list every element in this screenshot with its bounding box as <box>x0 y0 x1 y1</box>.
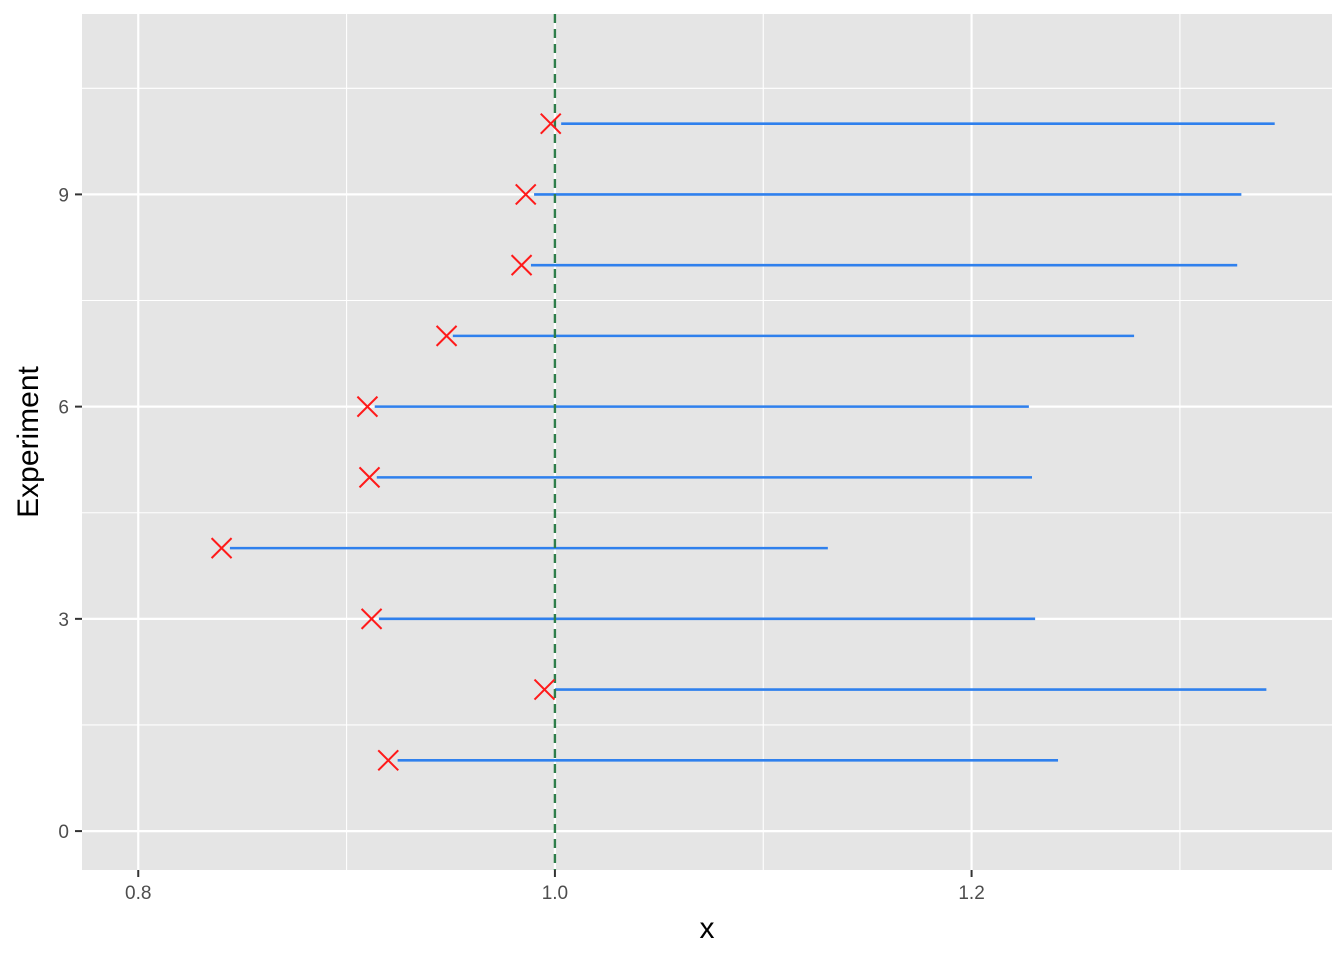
point-marker <box>510 254 533 276</box>
point-marker <box>533 678 556 701</box>
x-axis-title: x <box>700 912 715 945</box>
point-markers <box>210 112 562 772</box>
point-marker <box>356 395 379 418</box>
y-axis-title: Experiment <box>12 365 45 517</box>
interval-segments <box>229 122 1275 762</box>
y-axis-ticks: 0 3 6 9 <box>58 185 82 843</box>
point-marker <box>360 608 383 630</box>
x-tick-label: 0.8 <box>125 883 151 904</box>
point-marker-stroke <box>358 466 381 489</box>
y-tick-label: 9 <box>58 185 69 206</box>
plot-panel <box>82 14 1332 870</box>
minor-gridlines <box>82 14 1332 870</box>
point-marker <box>435 325 458 347</box>
y-tick-label: 6 <box>58 398 69 419</box>
y-tick-label: 0 <box>58 822 69 843</box>
point-marker-stroke <box>360 608 383 630</box>
point-marker-stroke <box>210 537 233 559</box>
point-marker-stroke <box>533 678 556 701</box>
point-marker-stroke <box>356 395 379 418</box>
point-marker-stroke <box>435 325 458 347</box>
point-marker-stroke <box>540 112 562 135</box>
y-tick-label: 3 <box>58 610 69 631</box>
point-marker-stroke <box>377 749 399 772</box>
point-marker <box>515 183 537 206</box>
x-tick-label: 1.2 <box>958 883 984 904</box>
point-marker <box>210 537 233 559</box>
point-marker-stroke <box>510 254 533 276</box>
point-marker <box>358 466 381 489</box>
point-marker <box>377 749 399 772</box>
x-tick-label: 1.0 <box>542 883 568 904</box>
point-marker <box>540 112 562 135</box>
point-marker-stroke <box>515 183 537 206</box>
x-axis-ticks: 0.8 1.0 1.2 <box>125 870 985 904</box>
